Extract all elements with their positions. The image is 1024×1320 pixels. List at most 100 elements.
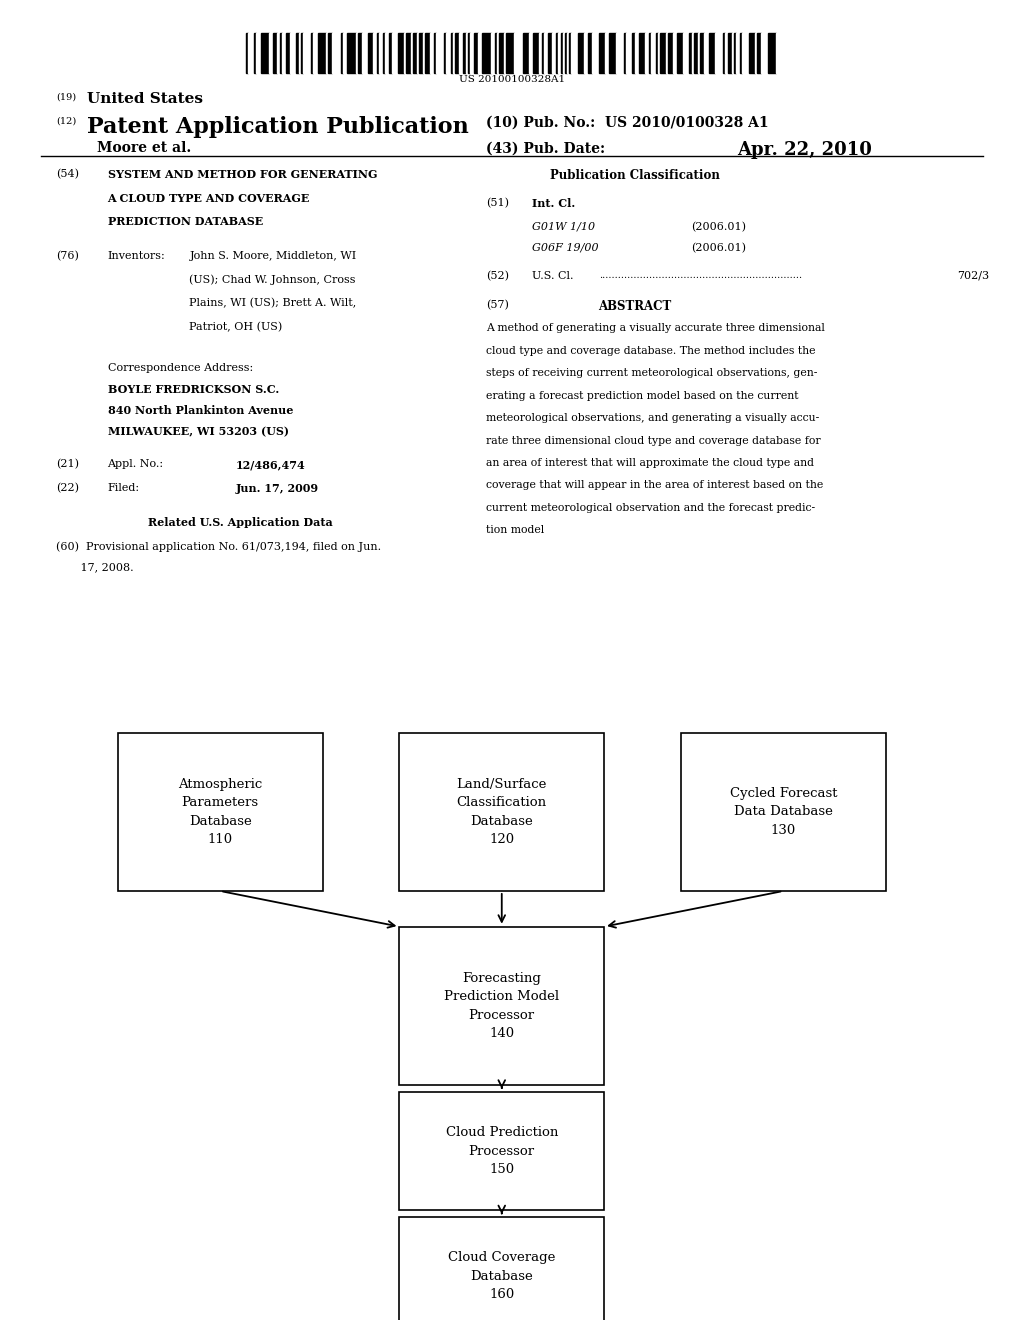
- Text: 17, 2008.: 17, 2008.: [56, 562, 134, 573]
- Bar: [466, 33, 468, 73]
- Bar: [478, 33, 482, 73]
- Text: (54): (54): [56, 169, 79, 180]
- Bar: [423, 33, 425, 73]
- Bar: [347, 33, 355, 73]
- Bar: [700, 33, 705, 73]
- Bar: [399, 927, 604, 1085]
- Bar: [398, 33, 404, 73]
- Bar: [723, 33, 725, 73]
- Bar: [584, 33, 588, 73]
- Text: Publication Classification: Publication Classification: [550, 169, 720, 182]
- Text: A method of generating a visually accurate three dimensional: A method of generating a visually accura…: [486, 323, 825, 334]
- Bar: [436, 33, 444, 73]
- Bar: [715, 33, 723, 73]
- Text: Apr. 22, 2010: Apr. 22, 2010: [737, 141, 872, 160]
- Text: Land/Surface
Classification
Database
120: Land/Surface Classification Database 120: [457, 777, 547, 846]
- Bar: [333, 33, 341, 73]
- Bar: [482, 33, 490, 73]
- Bar: [639, 33, 645, 73]
- Text: Atmospheric
Parameters
Database
110: Atmospheric Parameters Database 110: [178, 777, 262, 846]
- Text: Related U.S. Application Data: Related U.S. Application Data: [148, 517, 333, 528]
- Bar: [732, 33, 734, 73]
- Text: coverage that will appear in the area of interest based on the: coverage that will appear in the area of…: [486, 480, 823, 491]
- Bar: [542, 33, 544, 73]
- Bar: [649, 33, 651, 73]
- Text: BOYLE FREDRICKSON S.C.: BOYLE FREDRICKSON S.C.: [108, 384, 279, 395]
- Bar: [282, 33, 286, 73]
- Text: MILWAUKEE, WI 53203 (US): MILWAUKEE, WI 53203 (US): [108, 426, 289, 437]
- Bar: [248, 33, 254, 73]
- Text: (21): (21): [56, 459, 79, 470]
- Text: U.S. Cl.: U.S. Cl.: [532, 271, 574, 281]
- Text: (76): (76): [56, 251, 79, 261]
- Bar: [651, 33, 655, 73]
- Bar: [326, 33, 328, 73]
- Text: Jun. 17, 2009: Jun. 17, 2009: [236, 483, 318, 494]
- Text: (51): (51): [486, 198, 509, 209]
- Bar: [455, 33, 459, 73]
- Bar: [273, 33, 278, 73]
- Text: (22): (22): [56, 483, 79, 494]
- Text: (52): (52): [486, 271, 509, 281]
- Bar: [599, 33, 605, 73]
- Bar: [399, 733, 604, 891]
- Bar: [498, 33, 500, 73]
- Text: (19): (19): [56, 92, 77, 102]
- Text: .................................................................: ........................................…: [599, 271, 802, 280]
- Bar: [605, 33, 609, 73]
- Bar: [434, 33, 436, 73]
- Bar: [389, 33, 391, 73]
- Bar: [311, 33, 313, 73]
- Bar: [757, 33, 761, 73]
- Text: Patriot, OH (US): Patriot, OH (US): [189, 322, 283, 333]
- Bar: [419, 33, 423, 73]
- Text: current meteorological observation and the forecast predic-: current meteorological observation and t…: [486, 503, 815, 513]
- Bar: [500, 33, 504, 73]
- Bar: [459, 33, 464, 73]
- Bar: [425, 33, 430, 73]
- Text: steps of receiving current meteorological observations, gen-: steps of receiving current meteorologica…: [486, 368, 818, 379]
- Bar: [290, 33, 297, 73]
- Bar: [725, 33, 727, 73]
- Bar: [317, 33, 326, 73]
- Text: Patent Application Publication: Patent Application Publication: [87, 116, 469, 139]
- Bar: [411, 33, 413, 73]
- Bar: [495, 33, 498, 73]
- Bar: [373, 33, 377, 73]
- Bar: [615, 33, 624, 73]
- Bar: [740, 33, 742, 73]
- Text: (57): (57): [486, 300, 509, 310]
- Bar: [563, 33, 565, 73]
- Text: (10) Pub. No.:  US 2010/0100328 A1: (10) Pub. No.: US 2010/0100328 A1: [486, 116, 769, 131]
- Bar: [558, 33, 560, 73]
- Bar: [407, 33, 411, 73]
- Bar: [413, 33, 417, 73]
- Text: Forecasting
Prediction Model
Processor
140: Forecasting Prediction Model Processor 1…: [444, 972, 559, 1040]
- Bar: [399, 1092, 604, 1210]
- Bar: [118, 733, 323, 891]
- Bar: [297, 33, 299, 73]
- Text: United States: United States: [87, 92, 203, 107]
- Bar: [548, 33, 552, 73]
- Bar: [468, 33, 470, 73]
- Bar: [299, 33, 301, 73]
- Text: US 20100100328A1: US 20100100328A1: [459, 75, 565, 84]
- Bar: [567, 33, 569, 73]
- Bar: [727, 33, 732, 73]
- Bar: [588, 33, 592, 73]
- Bar: [540, 33, 542, 73]
- Text: meteorological observations, and generating a visually accu-: meteorological observations, and generat…: [486, 413, 819, 424]
- Bar: [736, 33, 740, 73]
- Text: Cycled Forecast
Data Database
130: Cycled Forecast Data Database 130: [730, 787, 837, 837]
- Bar: [529, 33, 534, 73]
- Bar: [565, 33, 567, 73]
- Bar: [578, 33, 584, 73]
- Bar: [369, 33, 373, 73]
- Bar: [246, 33, 248, 73]
- Bar: [761, 33, 768, 73]
- Bar: [504, 33, 506, 73]
- Bar: [522, 33, 529, 73]
- Bar: [698, 33, 700, 73]
- Text: rate three dimensional cloud type and coverage database for: rate three dimensional cloud type and co…: [486, 436, 821, 446]
- Bar: [470, 33, 474, 73]
